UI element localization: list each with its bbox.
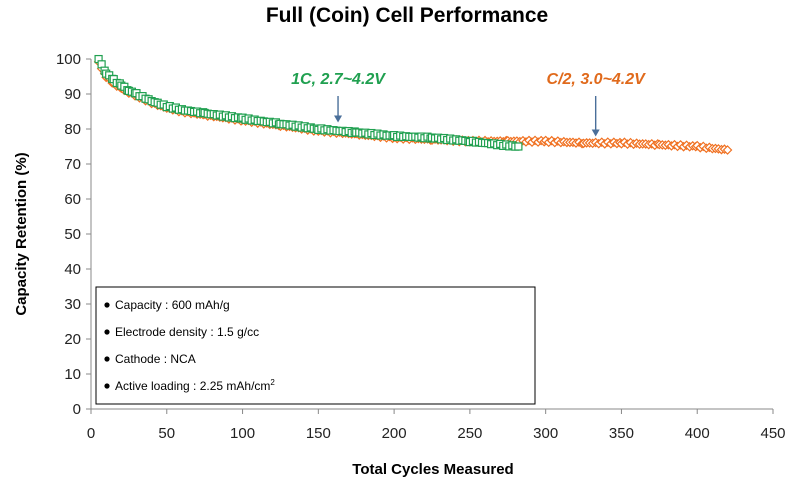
y-tick-label: 90 xyxy=(64,86,81,103)
y-tick-label: 20 xyxy=(64,331,81,348)
data-point xyxy=(514,142,523,151)
x-tick-label: 50 xyxy=(158,425,175,442)
x-tick-label: 200 xyxy=(382,425,407,442)
x-tick-label: 400 xyxy=(685,425,710,442)
x-tick-label: 100 xyxy=(230,425,255,442)
info-box-item: Active loading : 2.25 mAh/cm2 xyxy=(115,378,275,393)
y-tick-label: 80 xyxy=(64,121,81,138)
x-axis-label: Total Cycles Measured xyxy=(352,461,513,478)
info-box-item: Cathode : NCA xyxy=(115,352,196,366)
y-tick-label: 10 xyxy=(64,366,81,383)
annotation-arrow-head xyxy=(591,129,600,137)
annotation-label: 1C, 2.7~4.2V xyxy=(291,71,386,88)
x-tick-label: 0 xyxy=(87,425,95,442)
y-tick-label: 40 xyxy=(64,261,81,278)
axes xyxy=(86,58,774,414)
series-layer xyxy=(93,54,733,155)
y-tick-label: 60 xyxy=(64,191,81,208)
y-tick-labels: 0 10 20 30 40 50 60 70 80 90 100 xyxy=(56,51,81,418)
x-tick-label: 250 xyxy=(457,425,482,442)
annotation-label: C/2, 3.0~4.2V xyxy=(547,71,647,88)
annotations: 1C, 2.7~4.2V C/2, 3.0~4.2V xyxy=(291,71,646,137)
y-tick-label: 100 xyxy=(56,51,81,68)
y-tick-label: 0 xyxy=(73,401,81,418)
bullet-icon xyxy=(104,356,110,362)
data-point xyxy=(722,145,733,155)
y-tick-label: 30 xyxy=(64,296,81,313)
chart-title: Full (Coin) Cell Performance xyxy=(266,4,548,27)
bullet-icon xyxy=(104,329,110,335)
info-box: Capacity : 600 mAh/g Electrode density : … xyxy=(95,286,536,405)
y-tick-label: 50 xyxy=(64,226,81,243)
bullet-icon xyxy=(104,383,110,389)
y-axis-label: Capacity Retention (%) xyxy=(13,152,30,315)
info-box-item: Electrode density : 1.5 g/cc xyxy=(115,325,259,339)
bullet-icon xyxy=(104,302,110,308)
annotation-arrow-head xyxy=(334,115,343,123)
y-tick-label: 70 xyxy=(64,156,81,173)
info-box-frame xyxy=(95,286,536,405)
x-tick-label: 350 xyxy=(609,425,634,442)
x-tick-label: 450 xyxy=(760,425,785,442)
x-tick-label: 150 xyxy=(306,425,331,442)
series-square xyxy=(94,54,523,151)
x-tick-label: 300 xyxy=(533,425,558,442)
info-box-item: Capacity : 600 mAh/g xyxy=(115,298,230,312)
superscript: 2 xyxy=(270,378,275,387)
x-tick-labels: 0 50 100 150 200 250 300 350 400 450 xyxy=(87,425,786,442)
